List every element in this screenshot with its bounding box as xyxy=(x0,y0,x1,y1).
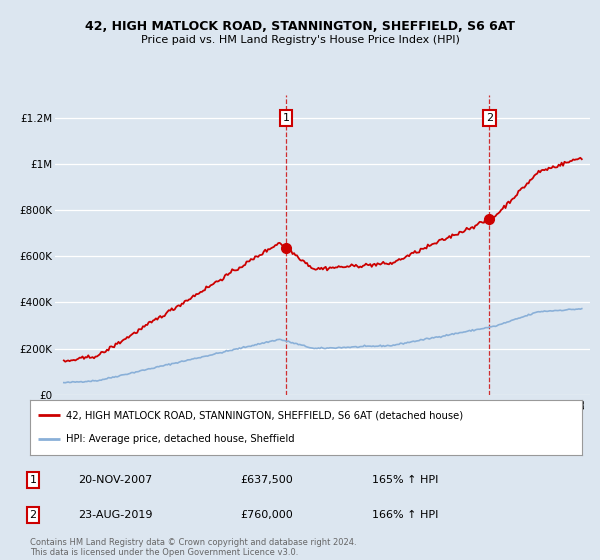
Text: 2: 2 xyxy=(29,510,37,520)
Text: £637,500: £637,500 xyxy=(240,475,293,485)
Text: 42, HIGH MATLOCK ROAD, STANNINGTON, SHEFFIELD, S6 6AT (detached house): 42, HIGH MATLOCK ROAD, STANNINGTON, SHEF… xyxy=(66,410,463,420)
Text: 20-NOV-2007: 20-NOV-2007 xyxy=(78,475,152,485)
Text: 1: 1 xyxy=(283,113,290,123)
Text: 23-AUG-2019: 23-AUG-2019 xyxy=(78,510,152,520)
Text: 42, HIGH MATLOCK ROAD, STANNINGTON, SHEFFIELD, S6 6AT: 42, HIGH MATLOCK ROAD, STANNINGTON, SHEF… xyxy=(85,20,515,32)
Text: £760,000: £760,000 xyxy=(240,510,293,520)
Text: HPI: Average price, detached house, Sheffield: HPI: Average price, detached house, Shef… xyxy=(66,435,295,444)
Text: 166% ↑ HPI: 166% ↑ HPI xyxy=(372,510,439,520)
Text: Price paid vs. HM Land Registry's House Price Index (HPI): Price paid vs. HM Land Registry's House … xyxy=(140,35,460,45)
Text: 2: 2 xyxy=(486,113,493,123)
Text: 165% ↑ HPI: 165% ↑ HPI xyxy=(372,475,439,485)
Text: 1: 1 xyxy=(29,475,37,485)
Text: Contains HM Land Registry data © Crown copyright and database right 2024.
This d: Contains HM Land Registry data © Crown c… xyxy=(30,538,356,557)
